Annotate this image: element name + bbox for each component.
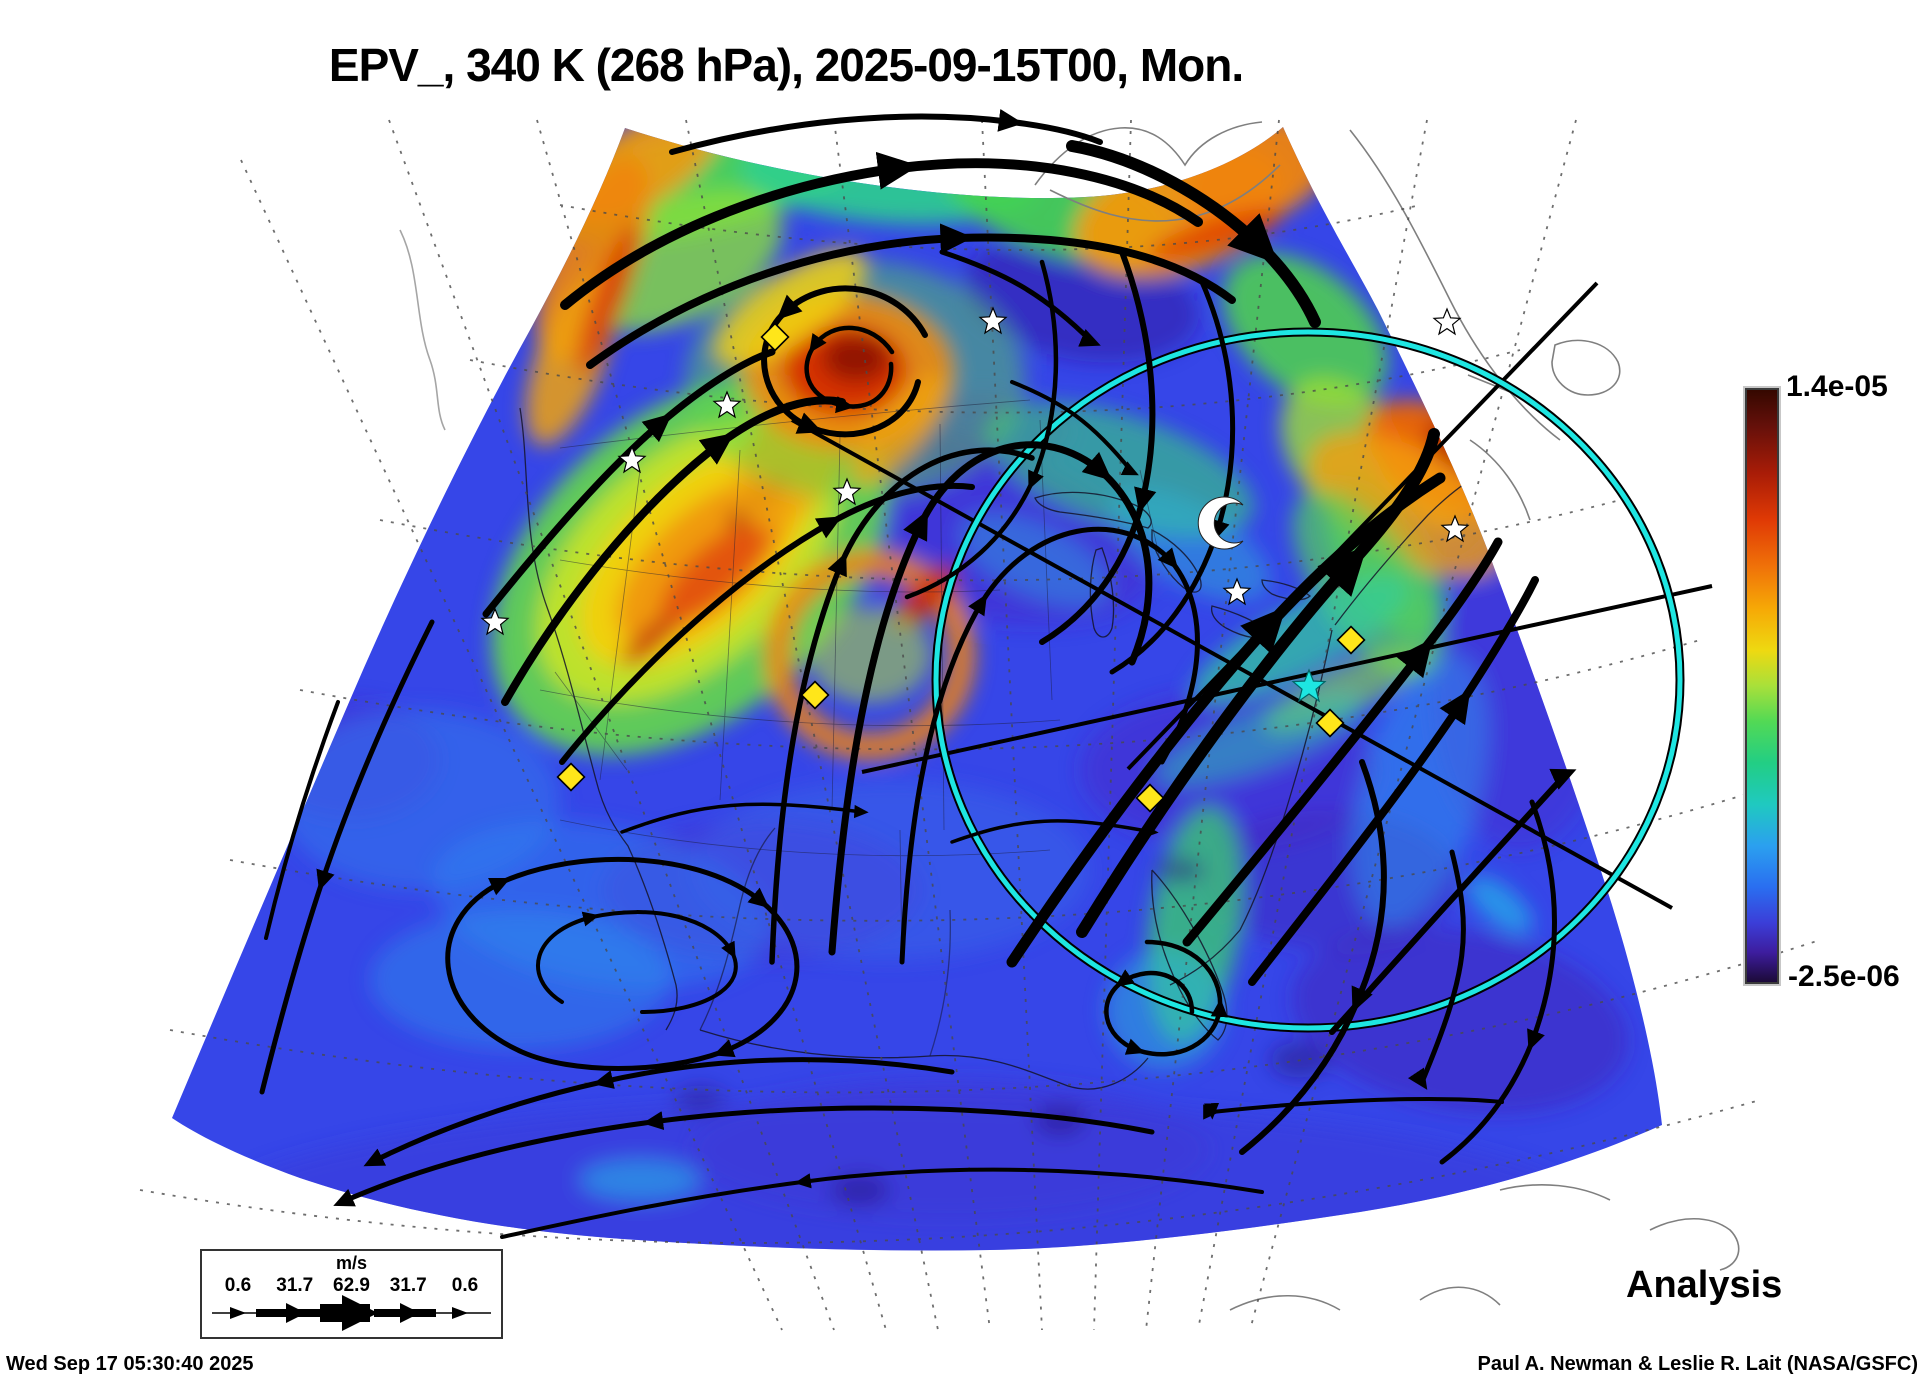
streamline (1204, 1097, 1504, 1119)
station-diamond-marker (800, 680, 830, 710)
streamline (1109, 279, 1236, 675)
station-diamond-marker (1135, 783, 1165, 813)
streamline (333, 1105, 1155, 1207)
legend-speed-row: 0.6 31.7 62.9 31.7 0.6 (202, 1275, 501, 1297)
streamline (769, 447, 1035, 965)
streamline (500, 1167, 1264, 1239)
streamline (899, 526, 1200, 965)
legend-units-label: m/s (335, 1253, 368, 1273)
city-star-marker (1440, 514, 1470, 543)
streamline (950, 819, 1158, 844)
streamline (445, 856, 800, 1071)
streamline (264, 700, 340, 940)
analysis-label: Analysis (1626, 1264, 1783, 1306)
station-diamond-marker (1336, 625, 1366, 655)
station-diamond-marker (760, 322, 790, 352)
crescent-marker (1197, 496, 1244, 550)
city-star-marker (617, 445, 647, 474)
legend-speed-value: 31.7 (389, 1275, 427, 1296)
legend-speed-value: 31.7 (276, 1275, 314, 1296)
city-star-marker (1222, 577, 1252, 606)
marker-layer (480, 306, 1470, 813)
streamline (586, 223, 1236, 369)
streamline (1010, 380, 1139, 476)
legend-arrow-scale (212, 1295, 491, 1331)
legend-speed-value: 0.6 (224, 1275, 252, 1296)
cross-section-line-1 (1126, 281, 1599, 771)
streamline (1412, 849, 1466, 1094)
streamline (669, 109, 1103, 155)
city-star-marker (480, 607, 510, 636)
colorbar (1743, 386, 1781, 986)
colorbar-max-label: 1.4e-05 (1786, 370, 1888, 403)
station-diamond-marker (556, 762, 586, 792)
streamline (560, 151, 1203, 310)
station-diamond-marker (1315, 708, 1345, 738)
wind-speed-legend: m/s 0.6 31.7 62.9 31.7 0.6 (200, 1249, 503, 1339)
streamline (1006, 472, 1446, 968)
range-circle (931, 327, 1685, 1033)
streamline (1239, 759, 1387, 1155)
streamline (1039, 249, 1157, 645)
city-star-marker (1432, 307, 1462, 336)
streamline (620, 802, 864, 834)
station-cyan-star-marker (1291, 668, 1327, 703)
credit-line: Paul A. Newman & Leslie R. Lait (NASA/GS… (1477, 1353, 1918, 1375)
page-title: EPV_, 340 K (268 hPa), 2025-09-15T00, Mo… (328, 39, 1244, 91)
legend-speed-value: 62.9 (333, 1275, 370, 1296)
streamline (259, 619, 435, 1095)
city-star-marker (712, 390, 742, 419)
graticule-layer (139, 119, 1821, 1331)
city-star-marker (832, 477, 862, 506)
legend-speed-value: 0.6 (451, 1275, 479, 1296)
streamline (1066, 140, 1321, 328)
streamline (482, 348, 776, 618)
streamline (363, 1057, 955, 1167)
streamline (939, 249, 1097, 351)
streamline (501, 396, 846, 706)
streamline-layer (259, 109, 1578, 1239)
streamline (761, 285, 928, 438)
streamline (1248, 576, 1539, 986)
streamline (1104, 939, 1228, 1057)
streamline (904, 259, 1059, 600)
streamline (804, 325, 895, 414)
generated-timestamp: Wed Sep 17 05:30:40 2025 (6, 1353, 254, 1375)
streamline (1439, 799, 1557, 1165)
streamline (1182, 537, 1503, 947)
streamline (536, 910, 738, 1014)
colorbar-min-label: -2.5e-06 (1788, 960, 1900, 993)
cross-section-line-3 (861, 584, 1713, 774)
city-star-marker (978, 306, 1008, 335)
